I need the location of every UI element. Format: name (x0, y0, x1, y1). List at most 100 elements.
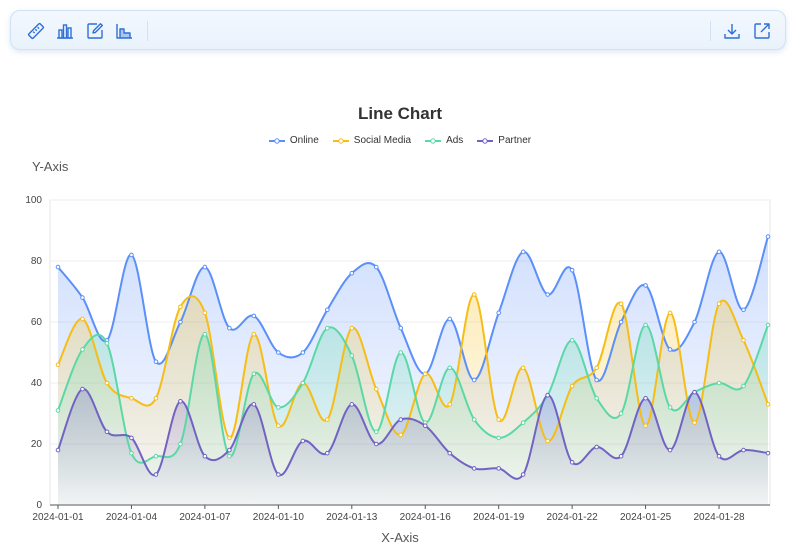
data-point-ads (398, 350, 404, 355)
data-point-online (447, 316, 453, 322)
data-point-online (300, 350, 306, 355)
data-point-social-media (496, 417, 501, 422)
data-point-partner (276, 472, 281, 477)
x-tick-label: 2024-01-19 (473, 512, 525, 523)
legend-swatch (268, 137, 285, 144)
data-point-social-media (55, 362, 61, 368)
legend-item[interactable]: Partner (477, 135, 531, 146)
series-line-online (57, 236, 769, 382)
data-point-partner (104, 429, 110, 435)
y-tick-label: 40 (31, 378, 43, 389)
chart-toolbar (10, 10, 786, 50)
data-point-partner (741, 447, 746, 453)
data-point-ads (129, 450, 134, 456)
data-point-partner (520, 472, 526, 477)
open-external-icon[interactable] (751, 20, 773, 42)
data-point-online (741, 307, 746, 313)
data-point-online (765, 234, 771, 239)
data-point-online (202, 264, 208, 270)
chart-title: Line Chart (357, 104, 443, 123)
data-point-social-media (716, 301, 722, 307)
data-point-online (80, 295, 85, 300)
data-point-social-media (227, 435, 232, 441)
data-point-online (325, 307, 330, 313)
chart-legend: Online Social Media Ads Partner (0, 135, 800, 146)
y-axis-title: Y-Axis (32, 159, 69, 174)
data-point-partner (692, 389, 697, 395)
data-point-ads (202, 331, 208, 337)
data-point-ads (276, 405, 281, 410)
x-tick-label: 2024-01-16 (400, 512, 452, 523)
data-point-social-media (594, 365, 599, 371)
x-tick-label: 2024-01-04 (106, 512, 158, 523)
data-point-online (373, 264, 379, 270)
data-point-ads (178, 441, 183, 447)
data-point-ads (80, 347, 85, 352)
data-point-partner (569, 460, 575, 465)
series-line-partner (57, 388, 769, 480)
data-point-online (276, 350, 281, 355)
data-point-social-media (545, 438, 550, 444)
data-point-partner (422, 423, 428, 429)
data-point-online (471, 377, 477, 383)
data-point-online (129, 252, 134, 258)
data-point-ads (325, 325, 330, 331)
data-point-social-media (153, 395, 159, 401)
data-point-partner (202, 453, 208, 459)
y-tick-label: 0 (36, 500, 42, 511)
data-point-social-media (104, 380, 110, 386)
data-point-ads (594, 395, 599, 401)
area-chart-icon[interactable] (113, 20, 135, 42)
data-point-online (520, 249, 526, 255)
data-point-online (618, 319, 624, 325)
legend-label: Ads (446, 135, 464, 146)
legend-label: Partner (498, 135, 532, 146)
ruler-icon[interactable] (25, 20, 47, 42)
x-tick-label: 2024-01-25 (620, 512, 672, 523)
data-point-social-media (325, 417, 330, 422)
bar-chart-icon[interactable] (54, 20, 76, 42)
data-point-partner (447, 450, 453, 456)
data-point-social-media (765, 402, 771, 407)
data-point-partner (765, 450, 771, 456)
y-tick-label: 80 (31, 256, 43, 267)
edit-icon[interactable] (84, 20, 106, 42)
data-point-partner (227, 447, 232, 453)
data-point-social-media (398, 432, 404, 438)
data-point-ads (618, 411, 624, 416)
data-point-ads (227, 453, 232, 459)
data-point-partner (545, 392, 550, 398)
data-point-ads (643, 322, 648, 328)
data-point-social-media (373, 386, 379, 392)
series-line-social-media (57, 293, 769, 442)
legend-item[interactable]: Social Media (332, 135, 411, 146)
data-point-partner (349, 402, 355, 407)
data-point-ads (104, 341, 110, 346)
data-point-ads (765, 322, 771, 328)
data-point-ads (716, 380, 722, 386)
x-tick-label: 2024-01-01 (32, 512, 84, 523)
data-point-partner (594, 444, 599, 450)
legend-item[interactable]: Online (268, 135, 319, 146)
data-point-social-media (202, 310, 208, 316)
y-tick-label: 20 (31, 439, 43, 450)
y-tick-label: 100 (25, 195, 42, 206)
download-icon[interactable] (721, 20, 743, 42)
data-point-social-media (129, 395, 134, 401)
data-point-partner (325, 450, 330, 456)
data-point-social-media (251, 331, 257, 337)
data-point-online (227, 325, 232, 331)
data-point-online (667, 347, 673, 352)
data-point-ads (471, 417, 477, 422)
y-tick-label: 60 (31, 317, 43, 328)
data-point-partner (300, 438, 306, 444)
data-point-partner (153, 472, 159, 477)
x-tick-label: 2024-01-22 (547, 512, 599, 523)
data-point-partner (80, 386, 85, 392)
legend-item[interactable]: Ads (425, 135, 463, 146)
data-point-ads (251, 371, 257, 377)
data-point-online (349, 270, 355, 276)
data-point-ads (349, 353, 355, 358)
data-point-ads (667, 405, 673, 410)
data-point-social-media (741, 338, 746, 343)
